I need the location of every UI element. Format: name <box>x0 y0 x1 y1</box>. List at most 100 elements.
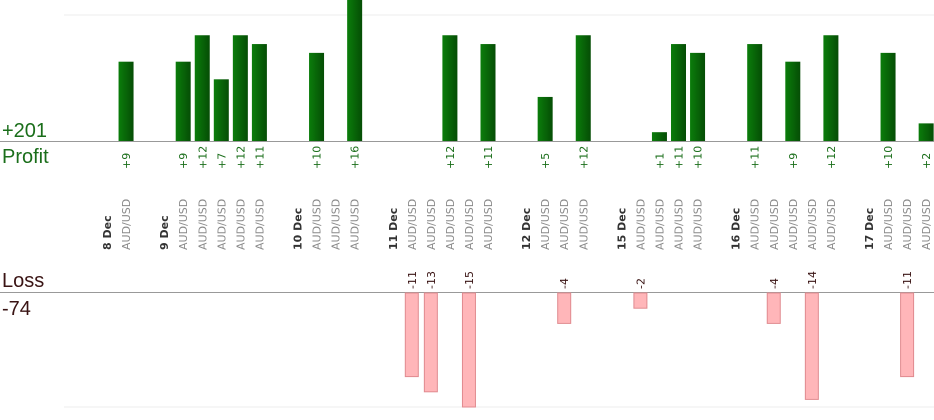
category-label: AUD/USD <box>558 199 571 250</box>
profit-label: Profit <box>2 146 49 168</box>
profit-bar <box>537 96 553 141</box>
category-label: AUD/USD <box>692 199 705 250</box>
profit-value-label: +12 <box>444 146 457 169</box>
profit-value-label: +12 <box>577 146 590 169</box>
category-label: AUD/USD <box>768 199 781 250</box>
day-label: 17 Dec <box>863 208 876 250</box>
category-label: AUD/USD <box>539 199 552 250</box>
loss-value-label: -4 <box>558 278 571 289</box>
profit-bar <box>918 123 934 141</box>
category-label: AUD/USD <box>673 199 686 250</box>
category-label: AUD/USD <box>311 199 324 250</box>
loss-bar <box>557 292 572 324</box>
profit-total: +201 <box>2 120 47 142</box>
day-label: 12 Dec <box>520 208 533 250</box>
profit-value-label: +10 <box>692 146 705 169</box>
profit-value-label: +5 <box>539 153 552 169</box>
loss-value-label: -14 <box>806 271 819 289</box>
category-label: AUD/USD <box>634 199 647 250</box>
profit-bar <box>785 61 801 141</box>
loss-value-label: -11 <box>406 271 419 289</box>
loss-value-label: -15 <box>463 271 476 289</box>
category-label: AUD/USD <box>120 199 133 250</box>
profit-value-label: +11 <box>749 146 762 169</box>
category-label: AUD/USD <box>253 199 266 250</box>
bar-marks: 8 Dec AUD/USD +9 9 Dec AUD/USD +9 AUD/USD +12 AU… <box>101 0 934 408</box>
category-label: AUD/USD <box>653 199 666 250</box>
loss-bar <box>766 292 781 324</box>
loss-bar <box>423 292 438 393</box>
profit-value-label: +9 <box>177 153 190 169</box>
loss-total: -74 <box>2 298 31 320</box>
loss-value-label: -2 <box>634 278 647 289</box>
profit-bar <box>823 35 839 141</box>
profit-bar <box>747 44 763 141</box>
profit-bar <box>880 52 896 141</box>
category-label: AUD/USD <box>482 199 495 250</box>
profit-value-label: +12 <box>234 146 247 169</box>
loss-bar <box>633 292 648 309</box>
profit-bar <box>651 132 667 141</box>
category-label: AUD/USD <box>920 199 933 250</box>
loss-label: Loss <box>2 270 44 292</box>
profit-value-label: +9 <box>120 153 133 169</box>
category-label: AUD/USD <box>749 199 762 250</box>
category-label: AUD/USD <box>177 199 190 250</box>
profit-bar <box>480 44 496 141</box>
category-label: AUD/USD <box>806 199 819 250</box>
profit-bar <box>442 35 458 141</box>
category-label: AUD/USD <box>425 199 438 250</box>
profit-value-label: +11 <box>482 146 495 169</box>
category-label: AUD/USD <box>349 199 362 250</box>
profit-bar <box>118 61 134 141</box>
profit-bar <box>175 61 191 141</box>
profit-value-label: +9 <box>787 153 800 169</box>
profit-value-label: +11 <box>673 146 686 169</box>
profit-value-label: +10 <box>882 146 895 169</box>
profit-bar <box>671 44 686 141</box>
loss-value-label: -11 <box>901 271 914 289</box>
loss-bar <box>461 292 476 408</box>
category-label: AUD/USD <box>234 199 247 250</box>
profit-bar <box>232 35 248 141</box>
category-label: AUD/USD <box>882 199 895 250</box>
loss-value-label: -4 <box>768 278 781 289</box>
loss-bar <box>804 292 819 400</box>
category-label: AUD/USD <box>330 199 343 250</box>
loss-bar <box>900 292 915 378</box>
profit-bar <box>690 52 706 141</box>
day-label: 10 Dec <box>292 208 305 250</box>
profit-value-label: +2 <box>920 153 933 169</box>
category-label: AUD/USD <box>901 199 914 250</box>
profit-value-label: +1 <box>653 153 666 169</box>
profit-value-label: +16 <box>349 146 362 169</box>
category-label: AUD/USD <box>406 199 419 250</box>
day-label: 16 Dec <box>730 208 743 250</box>
grid-lines <box>64 14 934 408</box>
category-label: AUD/USD <box>825 199 838 250</box>
category-label: AUD/USD <box>577 199 590 250</box>
profit-value-label: +7 <box>215 153 228 169</box>
loss-bar <box>404 292 419 378</box>
profit-value-label: +10 <box>311 146 324 169</box>
profit-bar <box>347 0 363 141</box>
day-label: 9 Dec <box>158 215 171 250</box>
day-label: 11 Dec <box>387 208 400 250</box>
category-label: AUD/USD <box>787 199 800 250</box>
profit-bar <box>251 44 267 141</box>
category-label: AUD/USD <box>444 199 457 250</box>
profit-bar <box>575 35 591 141</box>
day-label: 15 Dec <box>615 208 628 250</box>
profit-bar <box>309 52 325 141</box>
loss-value-label: -13 <box>425 271 438 289</box>
day-label: 8 Dec <box>101 215 114 250</box>
profit-bar <box>213 79 229 141</box>
profit-value-label: +12 <box>825 146 838 169</box>
category-label: AUD/USD <box>196 199 209 250</box>
profit-value-label: +12 <box>196 146 209 169</box>
profit-value-label: +11 <box>253 146 266 169</box>
category-label: AUD/USD <box>215 199 228 250</box>
category-label: AUD/USD <box>463 199 476 250</box>
profit-bar <box>194 35 210 141</box>
